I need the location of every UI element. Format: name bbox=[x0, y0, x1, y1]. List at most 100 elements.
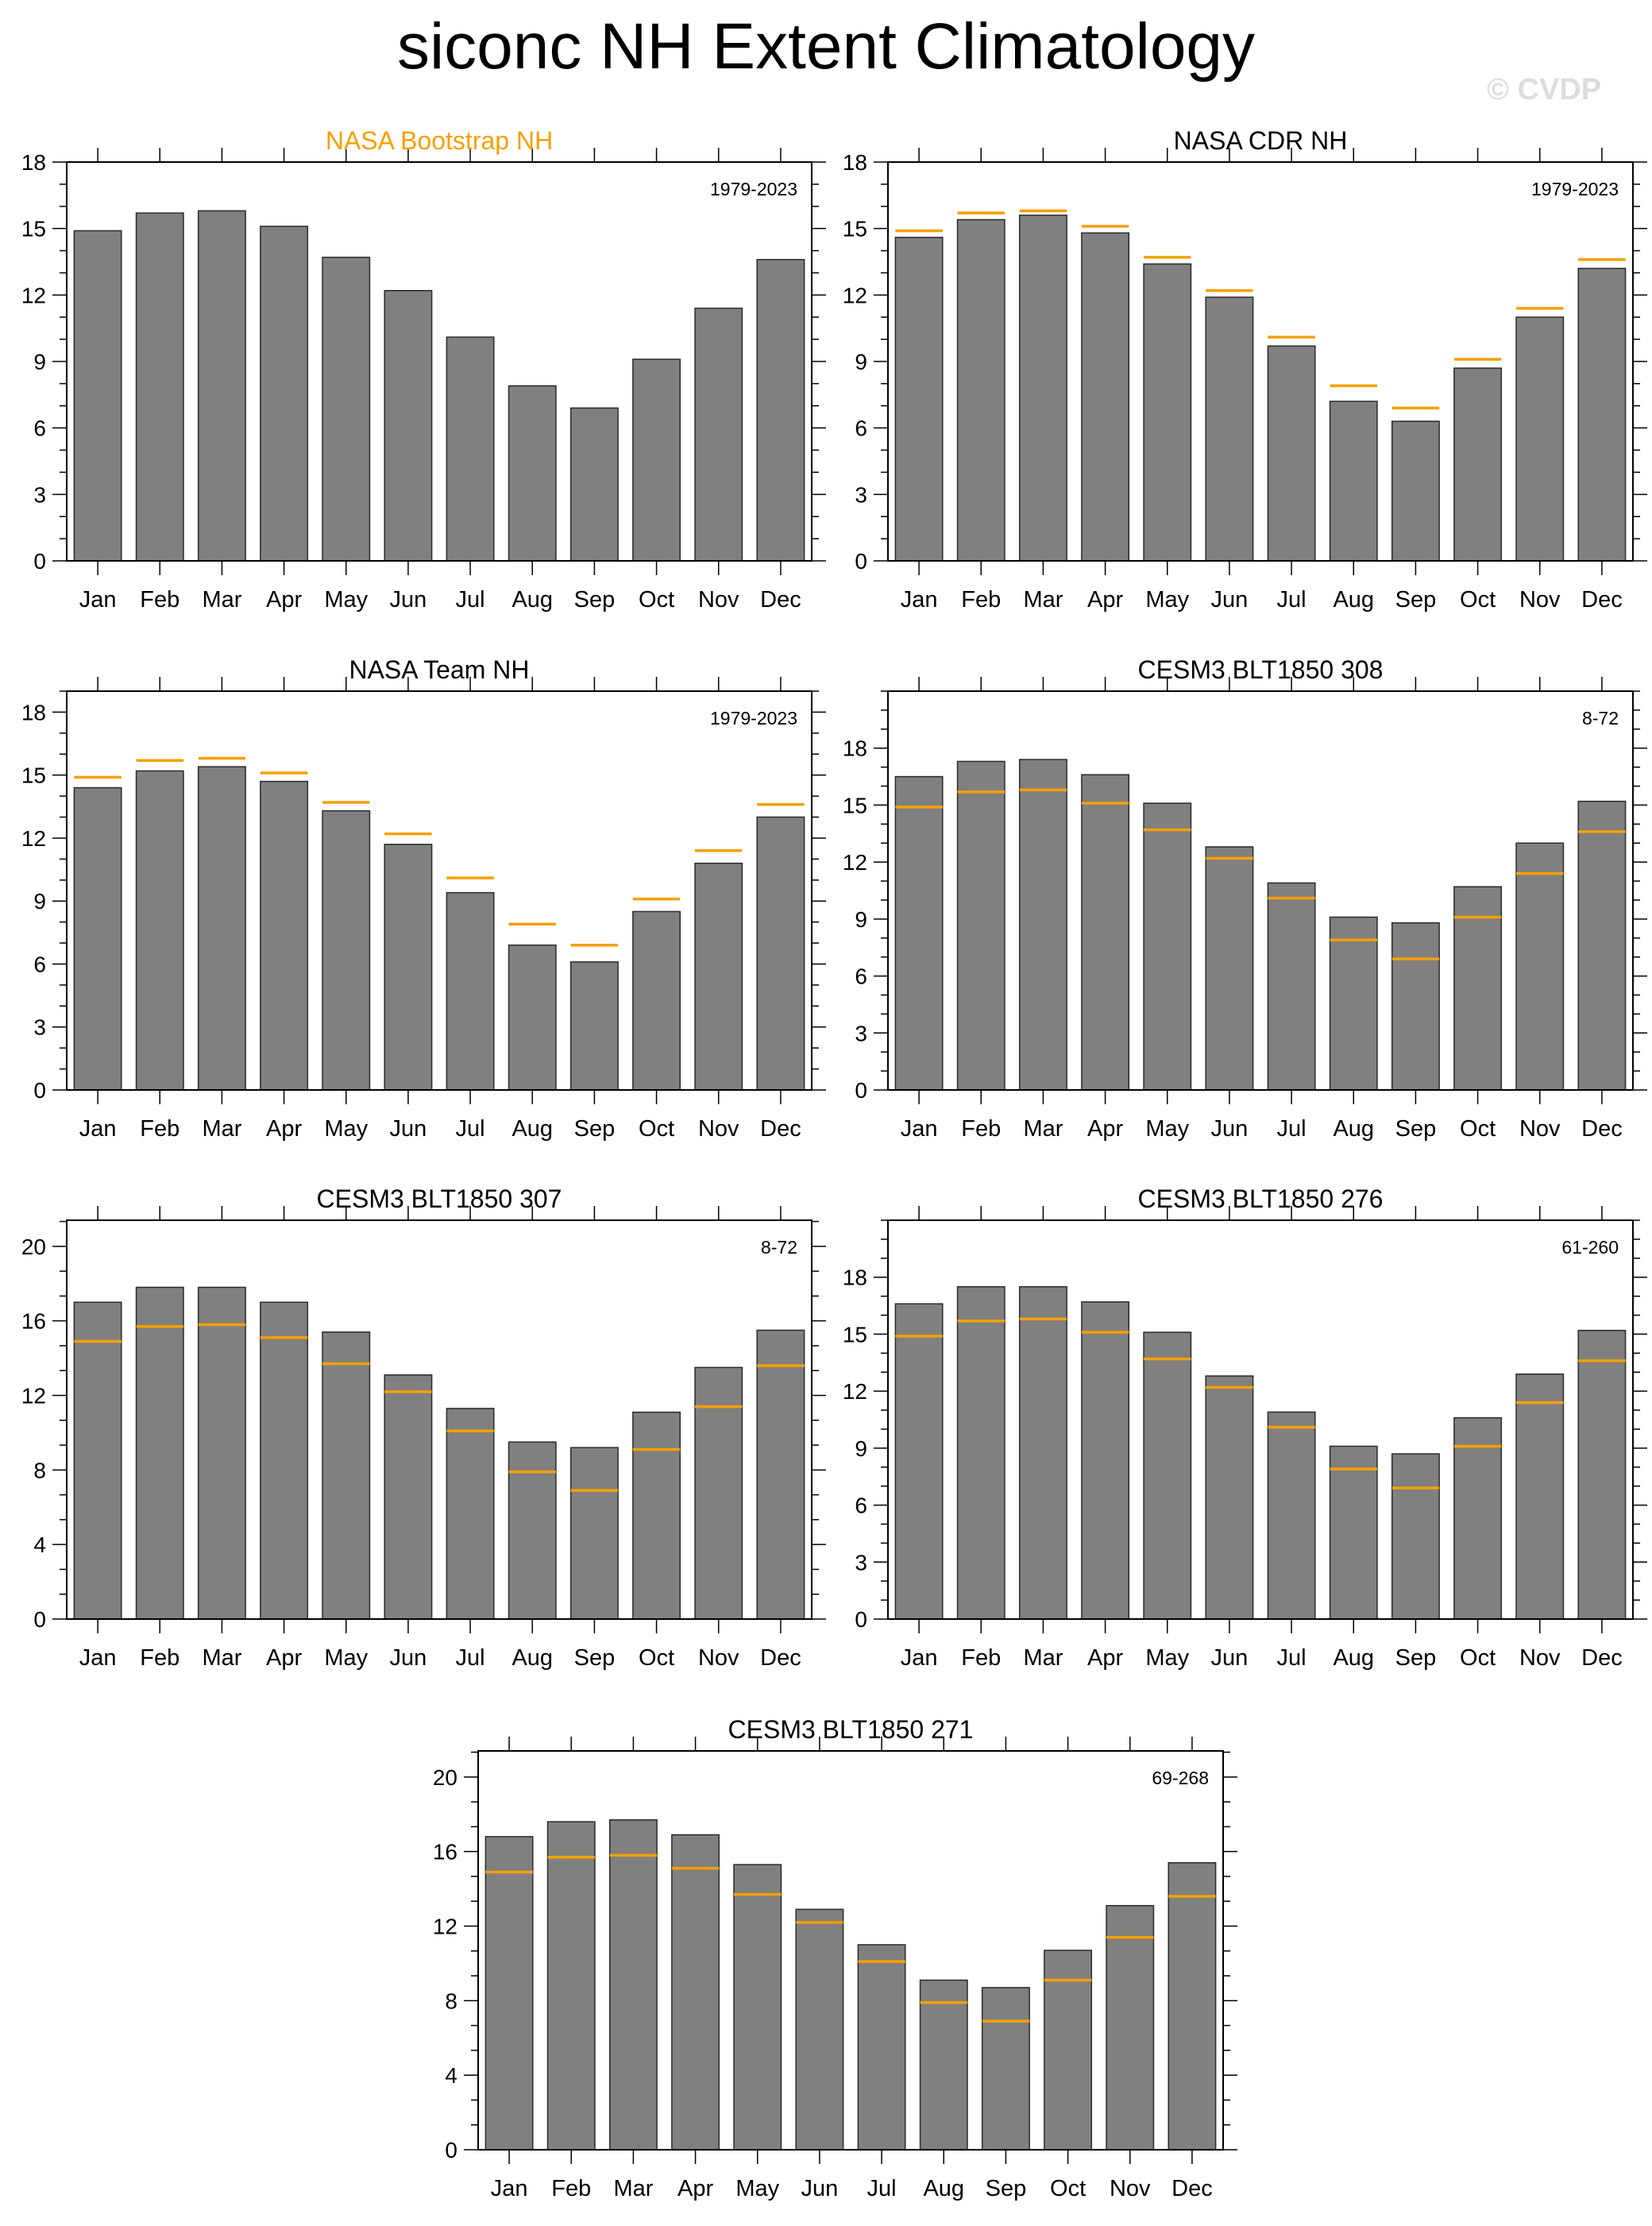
bar bbox=[1391, 420, 1440, 562]
bar bbox=[1143, 1331, 1192, 1620]
y-tick-label: 9 bbox=[855, 350, 867, 374]
bar bbox=[135, 1286, 184, 1620]
bar bbox=[73, 786, 122, 1091]
bar bbox=[1081, 774, 1130, 1091]
bar bbox=[857, 1944, 906, 2151]
bar bbox=[671, 1834, 720, 2151]
x-tick-label: Nov bbox=[698, 1116, 739, 1142]
period-label: 1979-2023 bbox=[710, 708, 797, 728]
x-tick-label: Jul bbox=[867, 2176, 897, 2201]
watermark: © CVDP bbox=[1487, 73, 1602, 106]
bar bbox=[894, 1303, 944, 1620]
y-tick-label: 6 bbox=[33, 416, 46, 441]
x-tick-label: Feb bbox=[551, 2176, 591, 2201]
plot-frame bbox=[887, 690, 1634, 1091]
x-tick-label: Aug bbox=[511, 587, 553, 613]
x-tick-label: Jun bbox=[801, 2176, 839, 2201]
bar bbox=[569, 1447, 619, 1620]
panel-title: NASA Team NH bbox=[349, 655, 529, 684]
x-tick-label: Nov bbox=[1519, 1645, 1561, 1671]
bar bbox=[694, 307, 743, 562]
y-tick-label: 9 bbox=[33, 889, 46, 914]
x-tick-label: Mar bbox=[202, 1116, 241, 1142]
bar bbox=[756, 816, 805, 1091]
x-tick-label: May bbox=[1145, 1116, 1189, 1142]
y-tick-label: 20 bbox=[433, 1765, 457, 1790]
y-tick-label: 0 bbox=[855, 1607, 867, 1632]
x-tick-label: Aug bbox=[1333, 587, 1374, 613]
y-tick-label: 12 bbox=[21, 1384, 46, 1409]
x-tick-label: Aug bbox=[1333, 1116, 1374, 1142]
x-tick-label: Mar bbox=[1023, 587, 1063, 613]
x-tick-label: Dec bbox=[760, 1116, 801, 1142]
x-tick-label: Feb bbox=[961, 1116, 1001, 1142]
x-tick-label: Oct bbox=[1460, 1116, 1496, 1142]
bar bbox=[1577, 1329, 1627, 1620]
y-tick-label: 15 bbox=[21, 763, 46, 788]
x-tick-label: Nov bbox=[698, 1645, 739, 1671]
x-tick-label: Nov bbox=[1519, 1116, 1561, 1142]
x-tick-label: Sep bbox=[986, 2176, 1027, 2201]
x-tick-label: Apr bbox=[266, 587, 302, 613]
bar bbox=[260, 226, 309, 562]
y-tick-label: 6 bbox=[855, 964, 867, 989]
x-tick-label: Sep bbox=[1395, 1645, 1437, 1671]
y-tick-label: 16 bbox=[433, 1840, 457, 1865]
x-tick-label: May bbox=[1145, 587, 1189, 613]
x-tick-label: Jan bbox=[491, 2176, 528, 2201]
bar bbox=[894, 775, 944, 1091]
bar bbox=[508, 385, 557, 562]
x-tick-label: Sep bbox=[1395, 587, 1437, 613]
bar bbox=[733, 1864, 782, 2151]
x-tick-label: Jun bbox=[1211, 1116, 1249, 1142]
y-tick-label: 20 bbox=[21, 1235, 46, 1259]
y-tick-label: 18 bbox=[843, 736, 867, 761]
x-tick-label: May bbox=[324, 587, 368, 613]
x-tick-label: Nov bbox=[1519, 587, 1561, 613]
x-tick-label: Oct bbox=[1460, 1645, 1496, 1671]
bar bbox=[632, 910, 681, 1091]
bar bbox=[1168, 1861, 1217, 2151]
y-tick-label: 8 bbox=[33, 1458, 46, 1482]
x-tick-label: Feb bbox=[140, 1645, 179, 1671]
period-label: 61-260 bbox=[1561, 1237, 1619, 1258]
bar bbox=[546, 1821, 596, 2151]
x-tick-label: Jan bbox=[79, 587, 117, 613]
bar bbox=[919, 1979, 968, 2151]
x-tick-label: Dec bbox=[760, 587, 801, 613]
x-tick-label: Apr bbox=[1087, 1116, 1123, 1142]
y-tick-label: 8 bbox=[445, 1988, 457, 2013]
x-tick-label: Jan bbox=[901, 1116, 938, 1142]
x-tick-label: Jun bbox=[1211, 1645, 1249, 1671]
bar bbox=[197, 1286, 246, 1620]
y-tick-label: 18 bbox=[843, 1266, 867, 1290]
bar bbox=[484, 1836, 534, 2151]
bar bbox=[384, 844, 433, 1091]
bar bbox=[1453, 886, 1503, 1091]
plot-frame bbox=[477, 1750, 1224, 2151]
bar bbox=[322, 810, 371, 1091]
y-tick-label: 3 bbox=[33, 482, 46, 507]
bar bbox=[135, 212, 184, 562]
x-tick-label: Nov bbox=[1110, 2176, 1151, 2201]
y-tick-label: 0 bbox=[445, 2138, 457, 2162]
x-tick-label: Apr bbox=[266, 1116, 302, 1142]
y-tick-label: 0 bbox=[855, 1078, 867, 1103]
x-tick-label: Jul bbox=[456, 1116, 485, 1142]
x-tick-label: Mar bbox=[202, 1645, 241, 1671]
bar bbox=[756, 258, 805, 562]
bar bbox=[894, 237, 944, 562]
y-tick-label: 16 bbox=[21, 1309, 46, 1334]
period-label: 1979-2023 bbox=[710, 179, 797, 199]
x-tick-label: Oct bbox=[639, 1645, 674, 1671]
y-tick-label: 18 bbox=[21, 150, 46, 175]
y-tick-label: 3 bbox=[855, 1021, 867, 1045]
bar bbox=[694, 1366, 743, 1620]
y-tick-label: 9 bbox=[33, 350, 46, 374]
y-tick-label: 12 bbox=[843, 1379, 867, 1404]
bar bbox=[1391, 922, 1440, 1091]
